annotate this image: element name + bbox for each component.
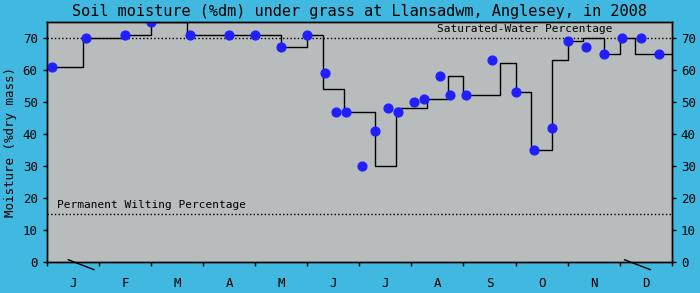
Point [635, 35, 646, 40]
Point [562, 39, 573, 43]
Text: D: D [642, 277, 650, 290]
Text: A: A [434, 277, 441, 290]
Text: A: A [225, 277, 233, 290]
Point [461, 93, 472, 98]
Point [486, 58, 498, 63]
Text: F: F [121, 277, 129, 290]
Point [393, 109, 404, 114]
Point [80, 35, 92, 40]
Text: Saturated-Water Percentage: Saturated-Water Percentage [438, 24, 613, 34]
Point [184, 32, 195, 37]
Text: S: S [486, 277, 493, 290]
Point [223, 32, 235, 37]
Point [617, 35, 628, 40]
Point [119, 32, 130, 37]
Point [510, 90, 521, 95]
Text: Permanent Wilting Percentage: Permanent Wilting Percentage [57, 200, 246, 210]
Point [547, 125, 558, 130]
Point [146, 19, 157, 24]
Text: J: J [330, 277, 337, 290]
Point [320, 71, 331, 75]
Point [382, 106, 393, 111]
Title: Soil moisture (%dm) under grass at Llansadwm, Anglesey, in 2008: Soil moisture (%dm) under grass at Llans… [72, 4, 647, 19]
Text: J: J [382, 277, 389, 290]
Point [276, 45, 287, 50]
Point [249, 32, 260, 37]
Point [580, 45, 592, 50]
Y-axis label: Moisture (%dry mass): Moisture (%dry mass) [4, 67, 18, 217]
Point [528, 148, 540, 152]
Point [341, 109, 352, 114]
Text: M: M [173, 277, 181, 290]
Text: J: J [69, 277, 76, 290]
Text: N: N [590, 277, 597, 290]
Point [46, 64, 57, 69]
Point [302, 32, 313, 37]
Point [330, 109, 342, 114]
Point [598, 52, 610, 56]
Point [419, 96, 430, 101]
Point [356, 164, 368, 168]
Point [435, 74, 446, 79]
Text: M: M [277, 277, 285, 290]
Point [408, 100, 419, 104]
Point [653, 52, 664, 56]
Point [444, 93, 456, 98]
Text: O: O [538, 277, 545, 290]
Point [370, 128, 381, 133]
